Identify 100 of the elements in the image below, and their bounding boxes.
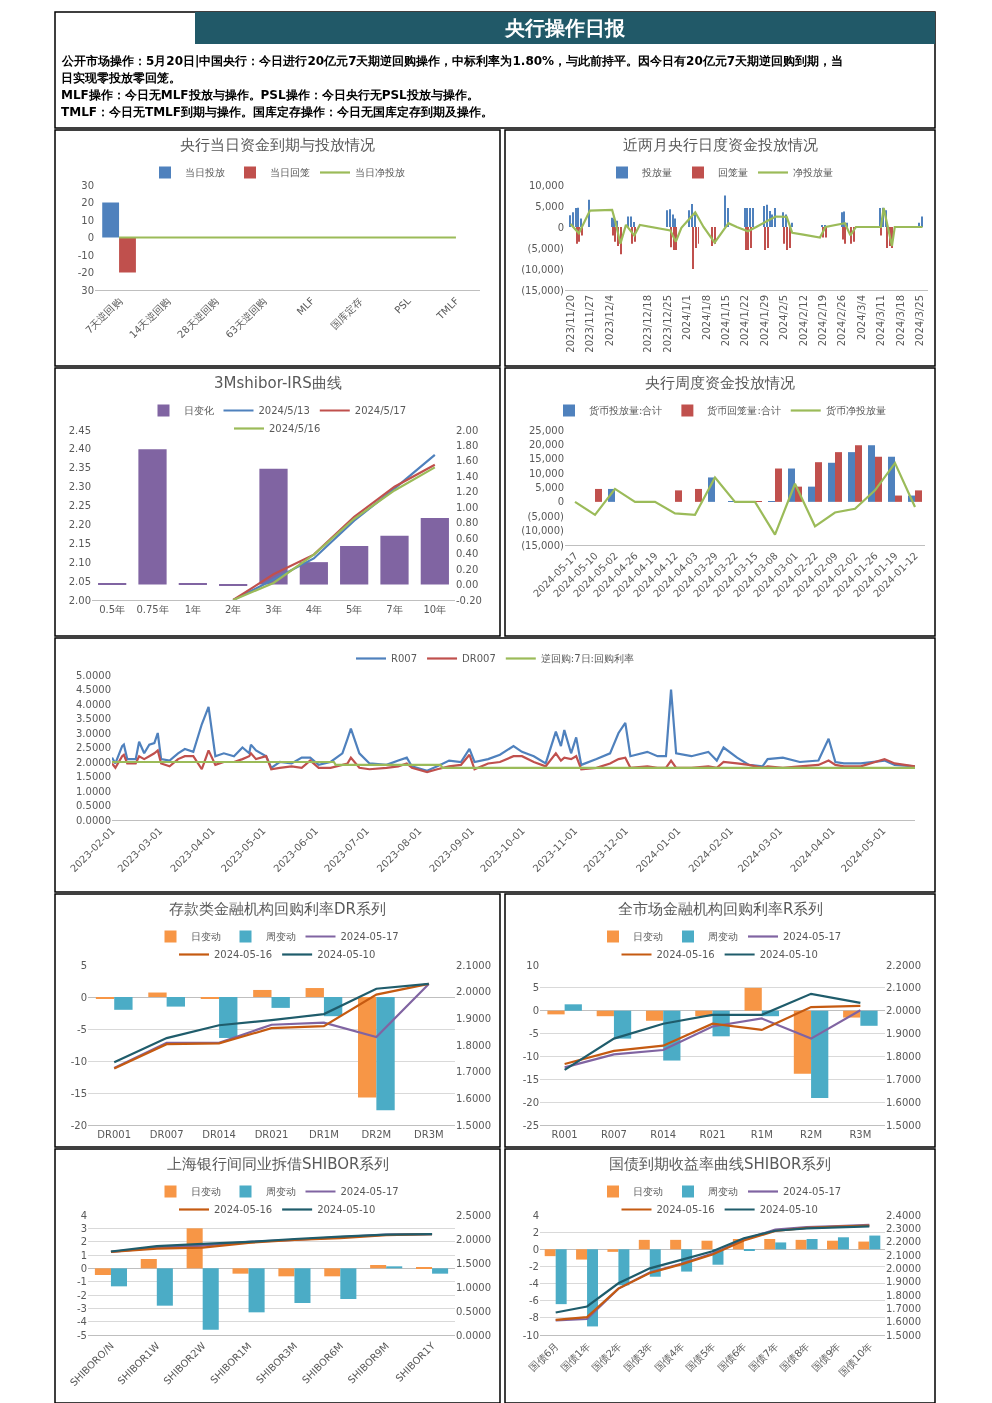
- y-tick-label: 0: [80, 1262, 87, 1274]
- chart-title: 全市场金融机构回购利率R系列: [618, 900, 824, 918]
- x-tick-label: 国债5年: [683, 1340, 718, 1374]
- y-tick-label: 25,000: [529, 424, 564, 436]
- y-tick-label: -1: [77, 1276, 87, 1288]
- y-tick-label: -10: [77, 249, 94, 261]
- y-tick-label: 0: [87, 232, 94, 243]
- bar: [110, 1268, 127, 1287]
- legend-label: 周变动: [708, 1186, 738, 1198]
- bar: [253, 989, 272, 997]
- x-tick-label: 10年: [423, 604, 447, 615]
- y-tick-label: (10,000): [521, 525, 565, 537]
- x-tick-label: R2M: [800, 1129, 823, 1140]
- bar: [775, 1242, 787, 1250]
- y-tick-label: -10: [522, 1329, 539, 1341]
- y2-tick-label: 1.40: [456, 470, 479, 482]
- x-tick-label: 2024/3/18: [894, 295, 906, 347]
- bar: [895, 495, 902, 502]
- bar: [94, 1268, 111, 1275]
- y-tick-label: 1.5000: [76, 771, 111, 782]
- x-tick-label: 3年: [265, 604, 282, 615]
- chart-title: 国债到期收益率曲线SHIBOR系列: [609, 1155, 832, 1173]
- chart-title: 央行周度资金投放情况: [645, 374, 795, 392]
- y-tick-label: 1: [80, 1249, 87, 1261]
- x-tick-label: 2023/12/25: [661, 295, 673, 353]
- y2-tick-label: 2.2000: [886, 959, 921, 971]
- y2-tick-label: 1.8000: [456, 1039, 491, 1051]
- legend-label: 2024-05-10: [317, 1204, 376, 1216]
- y2-tick-label: 2.1000: [456, 959, 491, 971]
- legend-label: 净投放量: [793, 167, 833, 179]
- line-series: [573, 461, 917, 536]
- bar: [633, 221, 635, 227]
- x-tick-label: 0.5年: [99, 604, 126, 615]
- x-tick-label: 2年: [224, 604, 242, 615]
- x-tick-label: 1年: [184, 604, 202, 615]
- bar: [869, 1235, 881, 1250]
- bar: [587, 1249, 599, 1327]
- bar: [692, 227, 694, 269]
- x-tick-label: 4年: [305, 604, 323, 615]
- legend-label: 货币净投放量: [825, 405, 886, 417]
- bar: [148, 992, 167, 997]
- x-tick-label: 2024/3/11: [875, 295, 887, 347]
- y2-tick-label: 2.0000: [456, 1233, 491, 1245]
- bar: [666, 210, 668, 227]
- y-tick-label: 20: [81, 197, 94, 208]
- legend-label: 2024-05-17: [783, 931, 842, 943]
- y-tick-label: 5: [532, 982, 539, 994]
- y-tick-label: -5: [77, 1329, 87, 1341]
- y-tick-label: 20,000: [529, 438, 564, 450]
- bar: [858, 1241, 870, 1250]
- bar: [555, 1249, 567, 1305]
- x-tick-label: 2024/1/1: [681, 295, 693, 340]
- bar: [842, 227, 844, 240]
- y2-tick-label: 0.60: [456, 532, 479, 544]
- x-tick-label: 国债6月: [527, 1340, 561, 1374]
- bar: [618, 1249, 630, 1286]
- bar: [837, 1237, 849, 1250]
- text: 央行操作日报: [504, 16, 626, 40]
- legend-label: 货币投放量:合计: [589, 405, 663, 417]
- y-tick-label: (15,000): [521, 539, 565, 551]
- y-tick-label: 5.0000: [76, 669, 111, 681]
- y-tick-label: 3.5000: [76, 713, 111, 724]
- y2-tick-label: 1.6000: [886, 1316, 921, 1328]
- y2-tick-label: 2.3000: [886, 1222, 921, 1234]
- bar: [806, 1239, 818, 1250]
- y2-tick-label: 1.9000: [886, 1276, 921, 1288]
- bar: [815, 462, 822, 502]
- x-tick-label: 2023/12/4: [603, 295, 615, 347]
- bar: [576, 1249, 588, 1260]
- legend-label: 周变动: [265, 1186, 296, 1198]
- bar: [376, 997, 395, 1111]
- legend-label: 2024-05-16: [656, 949, 715, 961]
- y-tick-label: 0: [532, 1005, 539, 1017]
- bar: [848, 452, 855, 502]
- bar: [868, 445, 875, 502]
- y-tick-label: (15,000): [521, 284, 565, 296]
- legend-label: 当日净投放: [355, 167, 405, 179]
- bar: [569, 215, 571, 227]
- y2-tick-label: 0.20: [456, 563, 479, 575]
- x-tick-label: 2024/3/25: [913, 295, 925, 347]
- x-tick-label: 2024/1/15: [719, 295, 731, 347]
- legend-label: 2024-05-17: [783, 1186, 842, 1198]
- legend-label: 货币回笼量:合计: [707, 405, 781, 417]
- bar: [793, 1010, 812, 1074]
- bar: [775, 468, 782, 502]
- bar: [855, 445, 862, 502]
- y2-tick-label: 1.5000: [456, 1257, 491, 1269]
- bar: [752, 208, 754, 227]
- y2-tick-label: 1.8000: [886, 1289, 921, 1301]
- y-tick-label: 2: [80, 1236, 87, 1248]
- bar: [202, 1268, 219, 1330]
- y-tick-label: 2.5000: [76, 742, 111, 753]
- x-tick-label: 国债3年: [621, 1340, 655, 1374]
- bar: [299, 562, 328, 585]
- bar: [638, 1239, 650, 1250]
- y2-tick-label: 2.1000: [886, 982, 921, 994]
- text: 公开市场操作：5月20日|中国央行：今日进行20亿元7天期逆回购操作，中标利率为1.80%，与此前持平。因今日有20亿元7天期逆回购到期，当日实现零投放零回笼。: [61, 54, 844, 85]
- y2-tick-label: 2.5000: [456, 1209, 491, 1221]
- y2-tick-label: 1.5000: [886, 1119, 921, 1131]
- y-tick-label: -3: [77, 1302, 87, 1314]
